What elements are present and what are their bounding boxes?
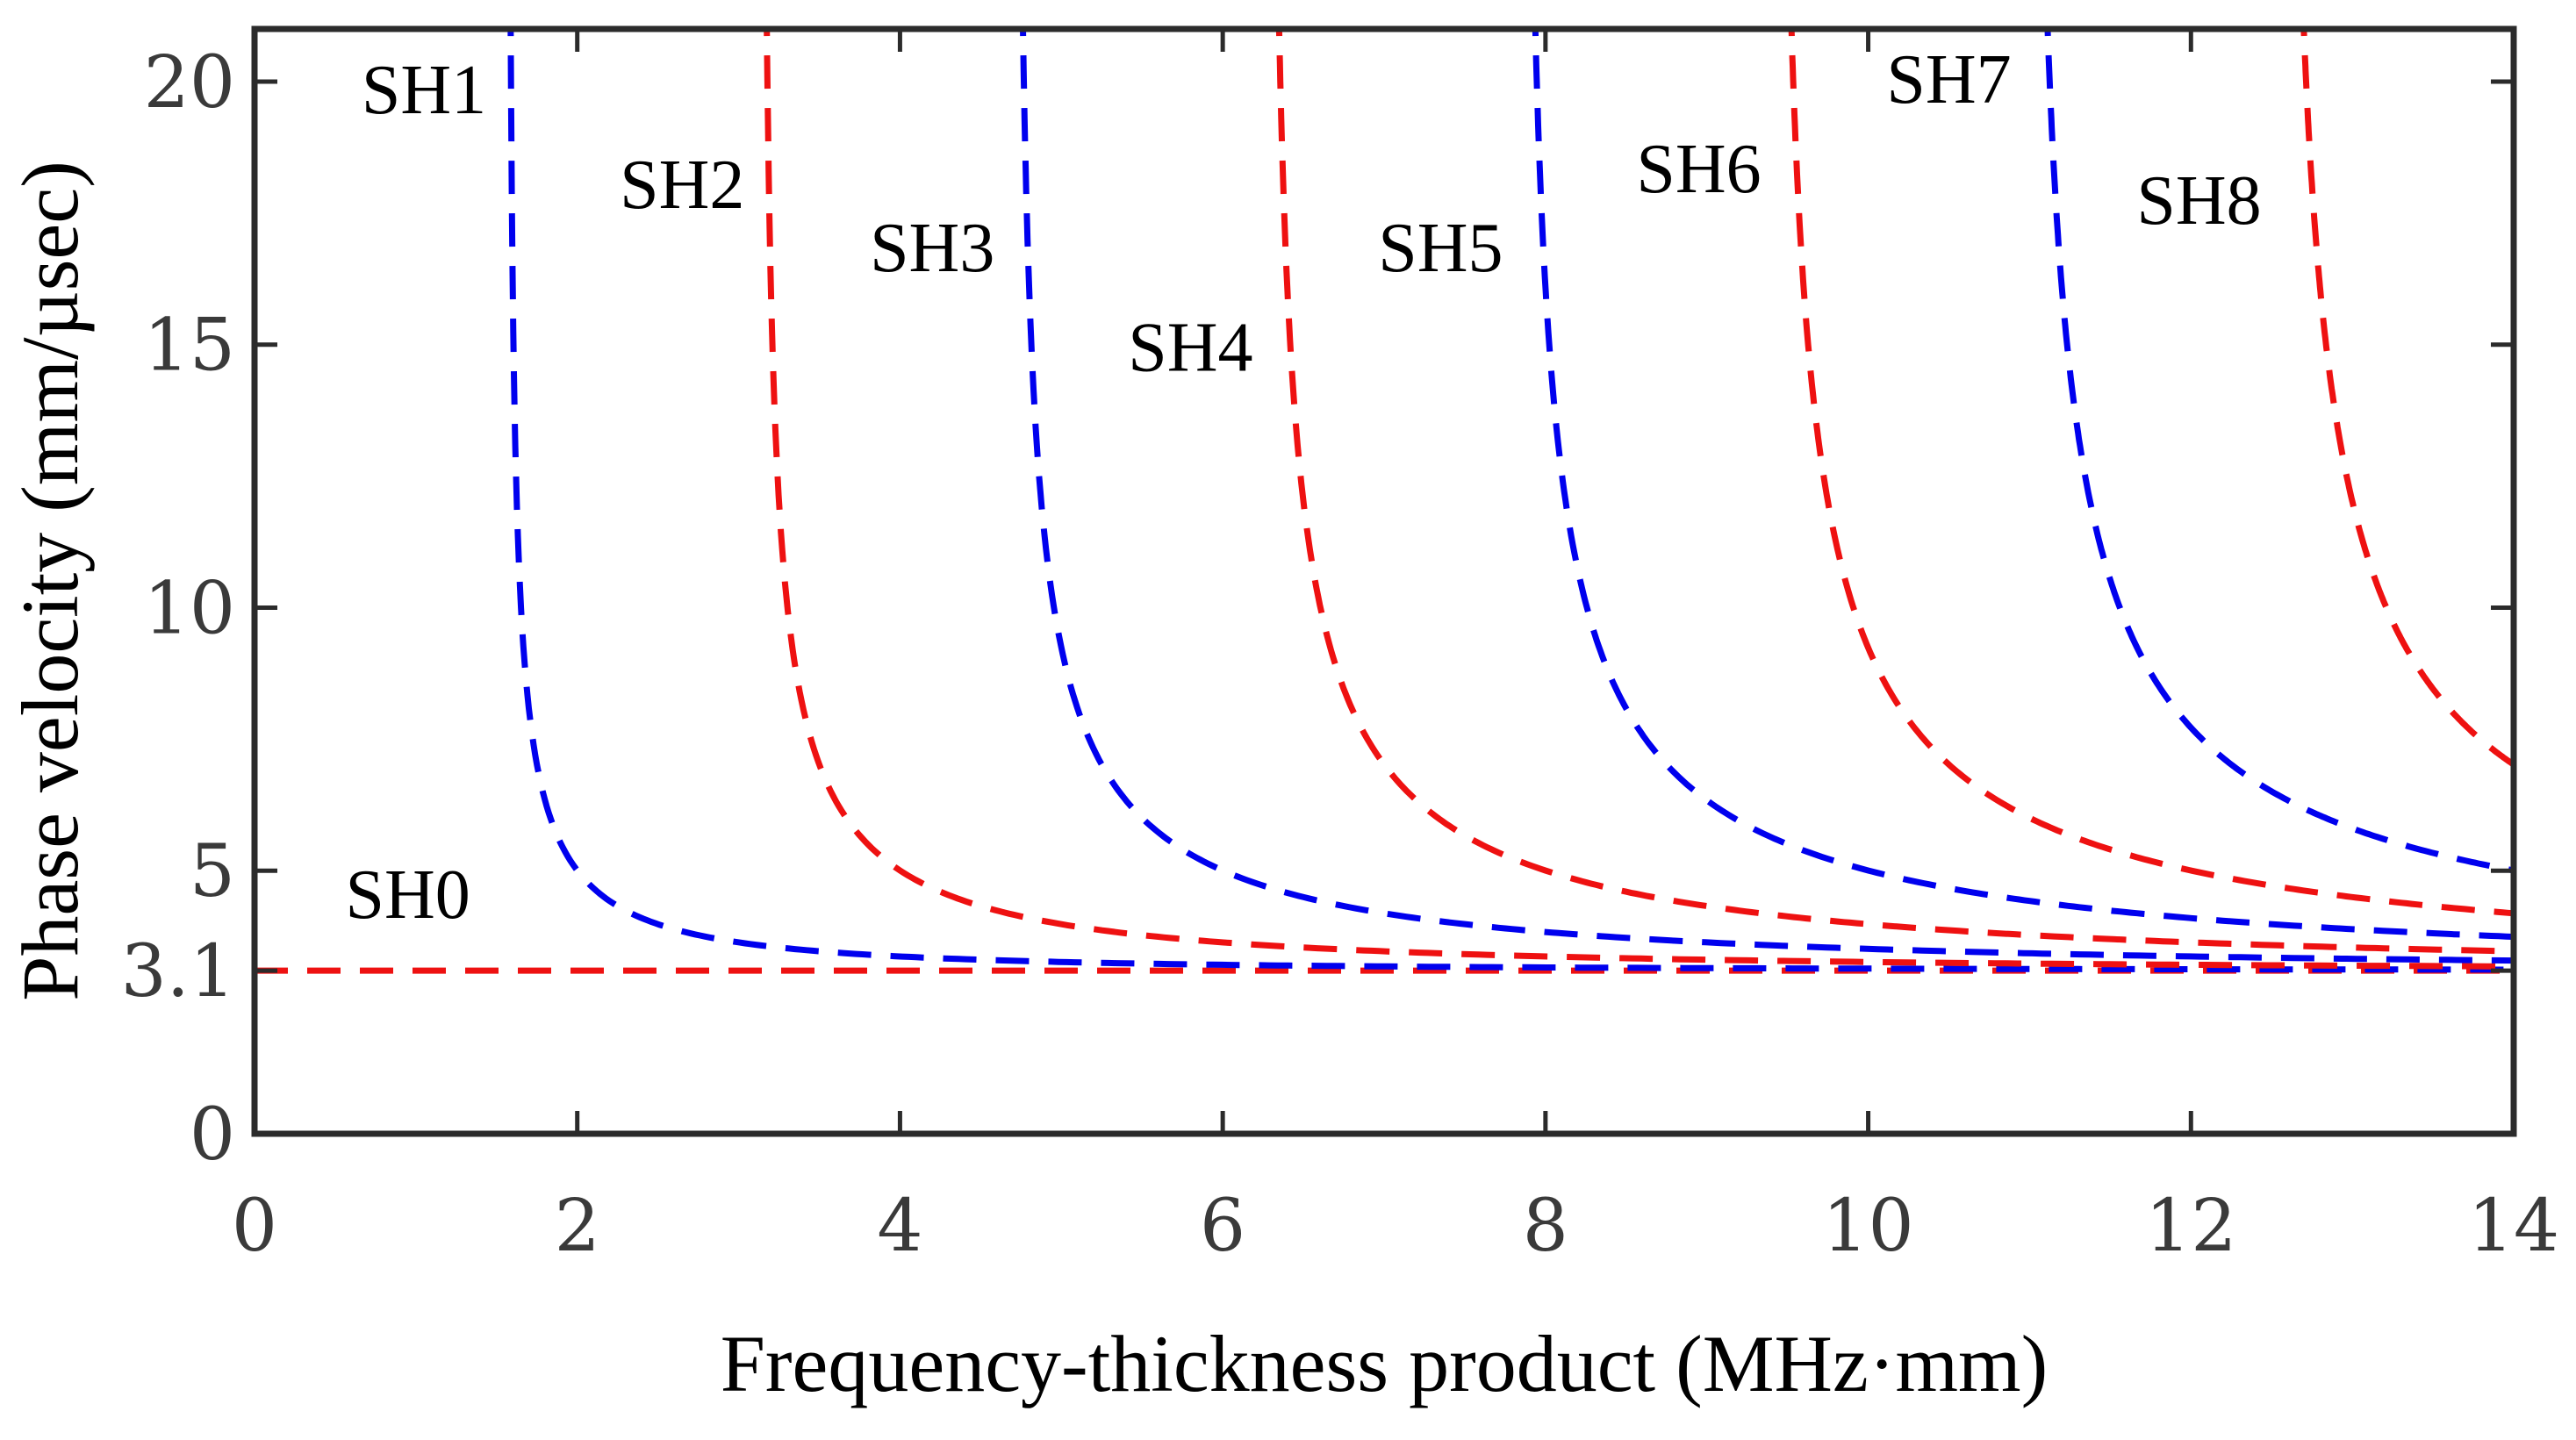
x-tick-label: 4 <box>877 1185 922 1268</box>
series-sh3-line <box>1020 29 2514 964</box>
mode-label-sh7: SH7 <box>1886 41 2011 118</box>
plot-frame <box>251 25 2517 1137</box>
mode-label-sh6: SH6 <box>1636 131 1761 208</box>
ticks-layer: 0 2 4 6 8 10 12 14 0 3.1 5 10 15 20 <box>121 29 2559 1268</box>
series-sh4-line <box>1275 29 2514 955</box>
x-tick-label: 14 <box>2468 1185 2559 1268</box>
mode-label-sh5: SH5 <box>1378 210 1503 287</box>
mode-label-sh0: SH0 <box>346 856 470 934</box>
x-tick-label: 8 <box>1523 1185 1568 1268</box>
series-sh6-line <box>1788 29 2514 917</box>
curves-layer <box>255 29 2514 974</box>
y-axis-title: Phase velocity (mm/µsec) <box>5 161 95 1000</box>
x-tick-label: 12 <box>2145 1185 2236 1268</box>
x-tick-label: 10 <box>1822 1185 1913 1268</box>
mode-label-sh1: SH1 <box>362 52 486 129</box>
mode-label-sh8: SH8 <box>2136 162 2261 240</box>
mode-label-sh4: SH4 <box>1128 310 1252 387</box>
y-tick-label: 15 <box>144 304 235 388</box>
mode-labels-layer: SH0 SH1 SH2 SH3 SH4 SH5 SH6 SH7 SH8 <box>346 41 2262 934</box>
series-sh1-line <box>507 29 2514 973</box>
x-tick-label: 2 <box>555 1185 600 1268</box>
y-tick-label: 20 <box>144 41 235 125</box>
series-sh7-line <box>2044 29 2514 874</box>
x-tick-label: 6 <box>1200 1185 1245 1268</box>
y-tick-label: 10 <box>144 567 235 650</box>
y-tick-label: 3.1 <box>121 930 235 1014</box>
x-axis-title: Frequency-thickness product (MHz·mm) <box>721 1319 2048 1408</box>
x-tick-label: 0 <box>232 1185 277 1268</box>
series-sh5-line <box>1532 29 2514 940</box>
y-tick-label: 5 <box>190 830 235 913</box>
mode-label-sh3: SH3 <box>870 210 994 287</box>
series-sh2-line <box>764 29 2514 970</box>
y-tick-label: 0 <box>190 1093 235 1177</box>
series-sh8-line <box>2300 29 2514 768</box>
mode-label-sh2: SH2 <box>620 147 744 224</box>
